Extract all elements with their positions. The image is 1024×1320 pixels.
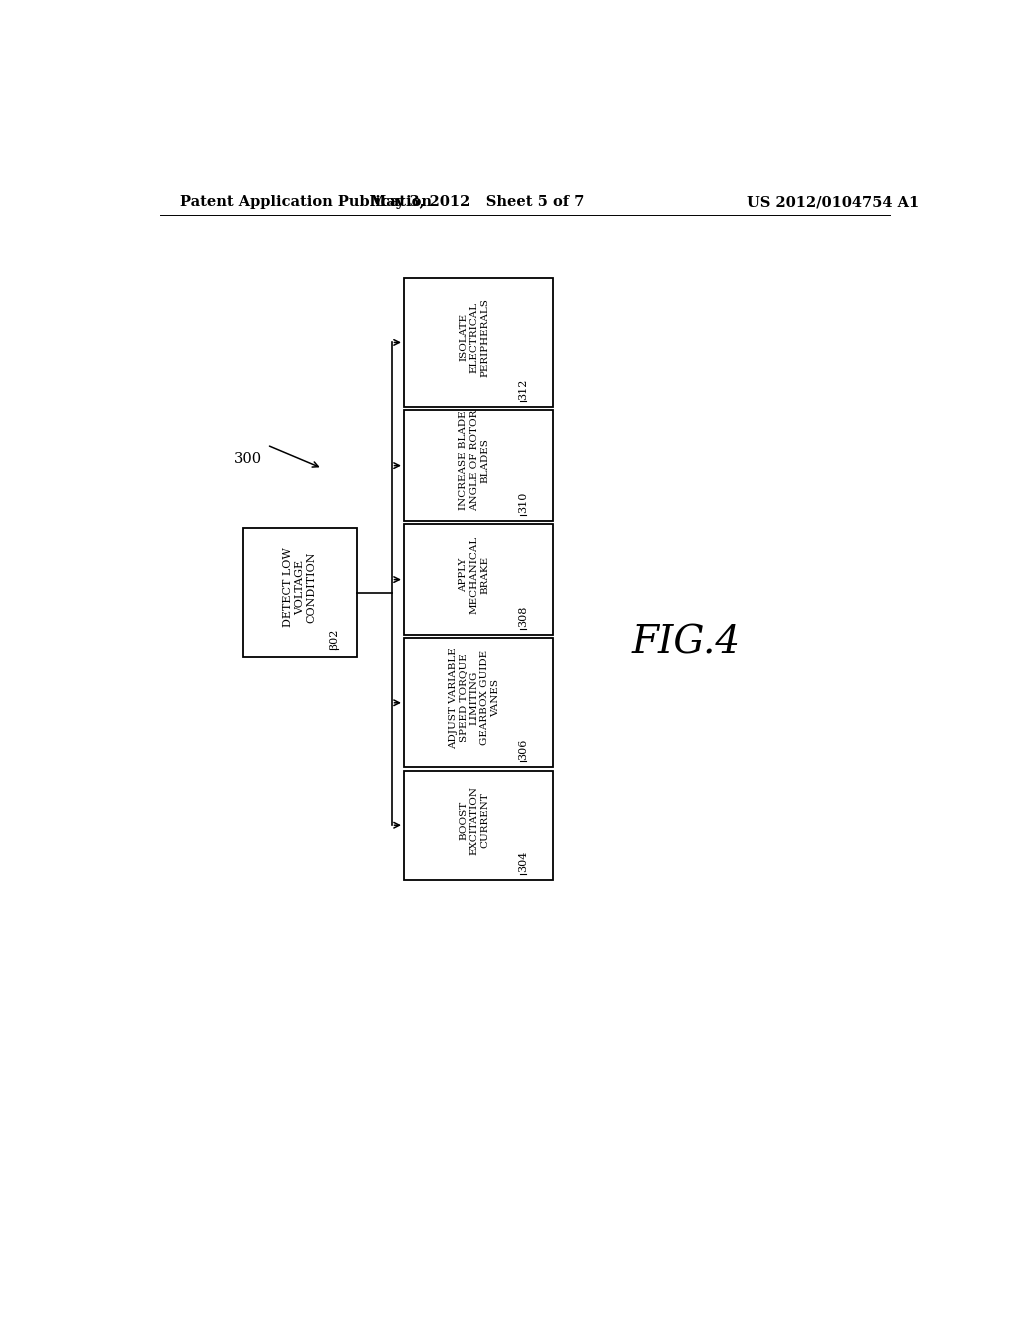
Text: INCREASE BLADE
ANGLE OF ROTOR
BLADES: INCREASE BLADE ANGLE OF ROTOR BLADES bbox=[460, 411, 489, 511]
Bar bbox=[243, 528, 357, 657]
Text: BOOST
EXCITATION
CURRENT: BOOST EXCITATION CURRENT bbox=[460, 785, 489, 854]
Bar bbox=[403, 524, 553, 635]
Text: 312: 312 bbox=[518, 378, 528, 400]
Text: ADJUST VARIABLE
SPEED TORQUE
LIMITING
GEARBOX GUIDE
VANES: ADJUST VARIABLE SPEED TORQUE LIMITING GE… bbox=[450, 647, 500, 748]
Text: 310: 310 bbox=[518, 492, 528, 513]
Text: 300: 300 bbox=[234, 451, 262, 466]
Bar bbox=[403, 638, 553, 767]
Text: May 3, 2012   Sheet 5 of 7: May 3, 2012 Sheet 5 of 7 bbox=[370, 195, 585, 209]
Text: ISOLATE
ELECTRICAL
PERIPHERALS: ISOLATE ELECTRICAL PERIPHERALS bbox=[460, 298, 489, 376]
Text: 306: 306 bbox=[518, 738, 528, 760]
Text: APPLY
MECHANICAL
BRAKE: APPLY MECHANICAL BRAKE bbox=[460, 536, 489, 614]
Text: 304: 304 bbox=[518, 851, 528, 873]
Text: FIG.4: FIG.4 bbox=[632, 624, 740, 663]
Bar bbox=[403, 411, 553, 521]
Text: DETECT LOW
VOLTAGE
CONDITION: DETECT LOW VOLTAGE CONDITION bbox=[284, 548, 316, 627]
Text: 302: 302 bbox=[330, 628, 340, 649]
Bar bbox=[403, 277, 553, 407]
Bar bbox=[403, 771, 553, 880]
Text: US 2012/0104754 A1: US 2012/0104754 A1 bbox=[748, 195, 920, 209]
Text: 308: 308 bbox=[518, 606, 528, 627]
Text: Patent Application Publication: Patent Application Publication bbox=[179, 195, 431, 209]
